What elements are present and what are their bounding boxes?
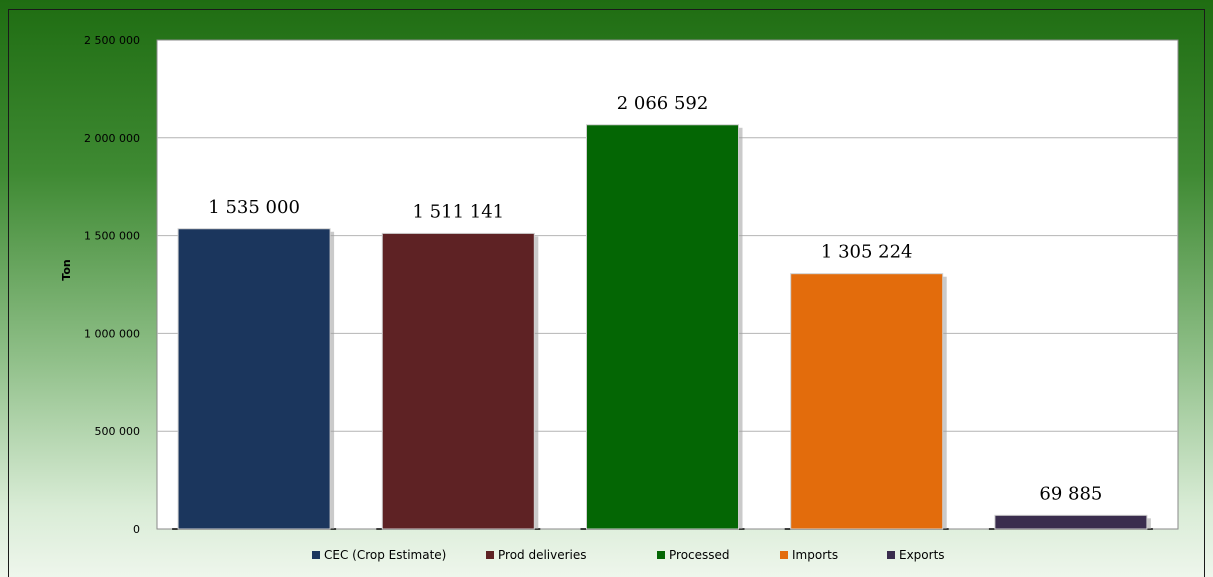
data-labels: 1 535 000 1 511 141 2 066 592 1 305 224 69 8…: [208, 93, 1102, 505]
y-axis-ticks: 0 500 000 1 000 000 1 500 000 2 000 000 2 500…: [84, 34, 140, 536]
y-tick-label: 2 000 000: [84, 132, 140, 145]
legend-swatch: [887, 551, 895, 559]
data-label: 1 535 000: [208, 197, 300, 218]
y-axis-label: Ton: [60, 259, 73, 280]
legend-item: Imports: [780, 548, 838, 562]
bar: [177, 228, 331, 530]
y-tick-label: 1 000 000: [84, 327, 140, 340]
legend: CEC (Crop Estimate) Prod deliveries Proces…: [312, 548, 945, 562]
legend-item: Exports: [887, 548, 945, 562]
y-tick-label: 1 500 000: [84, 230, 140, 243]
y-tick-label: 2 500 000: [84, 34, 140, 47]
bars: [172, 124, 1153, 530]
legend-item: Processed: [657, 548, 730, 562]
legend-label: Imports: [792, 548, 838, 562]
legend-label: CEC (Crop Estimate): [324, 548, 446, 562]
bar: [994, 514, 1148, 530]
legend-swatch: [312, 551, 320, 559]
y-tick-label: 0: [133, 523, 140, 536]
legend-swatch: [657, 551, 665, 559]
bar: [381, 232, 535, 530]
bar: [586, 124, 739, 530]
data-label: 1 511 141: [412, 201, 504, 222]
data-label: 69 885: [1039, 483, 1102, 504]
legend-item: Prod deliveries: [486, 548, 587, 562]
bar: [790, 273, 944, 530]
legend-swatch: [780, 551, 788, 559]
data-label: 1 305 224: [821, 242, 913, 263]
data-label: 2 066 592: [617, 93, 709, 114]
y-tick-label: 500 000: [95, 425, 141, 438]
legend-label: Exports: [899, 548, 945, 562]
legend-label: Processed: [669, 548, 730, 562]
legend-label: Prod deliveries: [498, 548, 587, 562]
legend-swatch: [486, 551, 494, 559]
chart-frame: [8, 9, 1205, 577]
legend-item: CEC (Crop Estimate): [312, 548, 446, 562]
